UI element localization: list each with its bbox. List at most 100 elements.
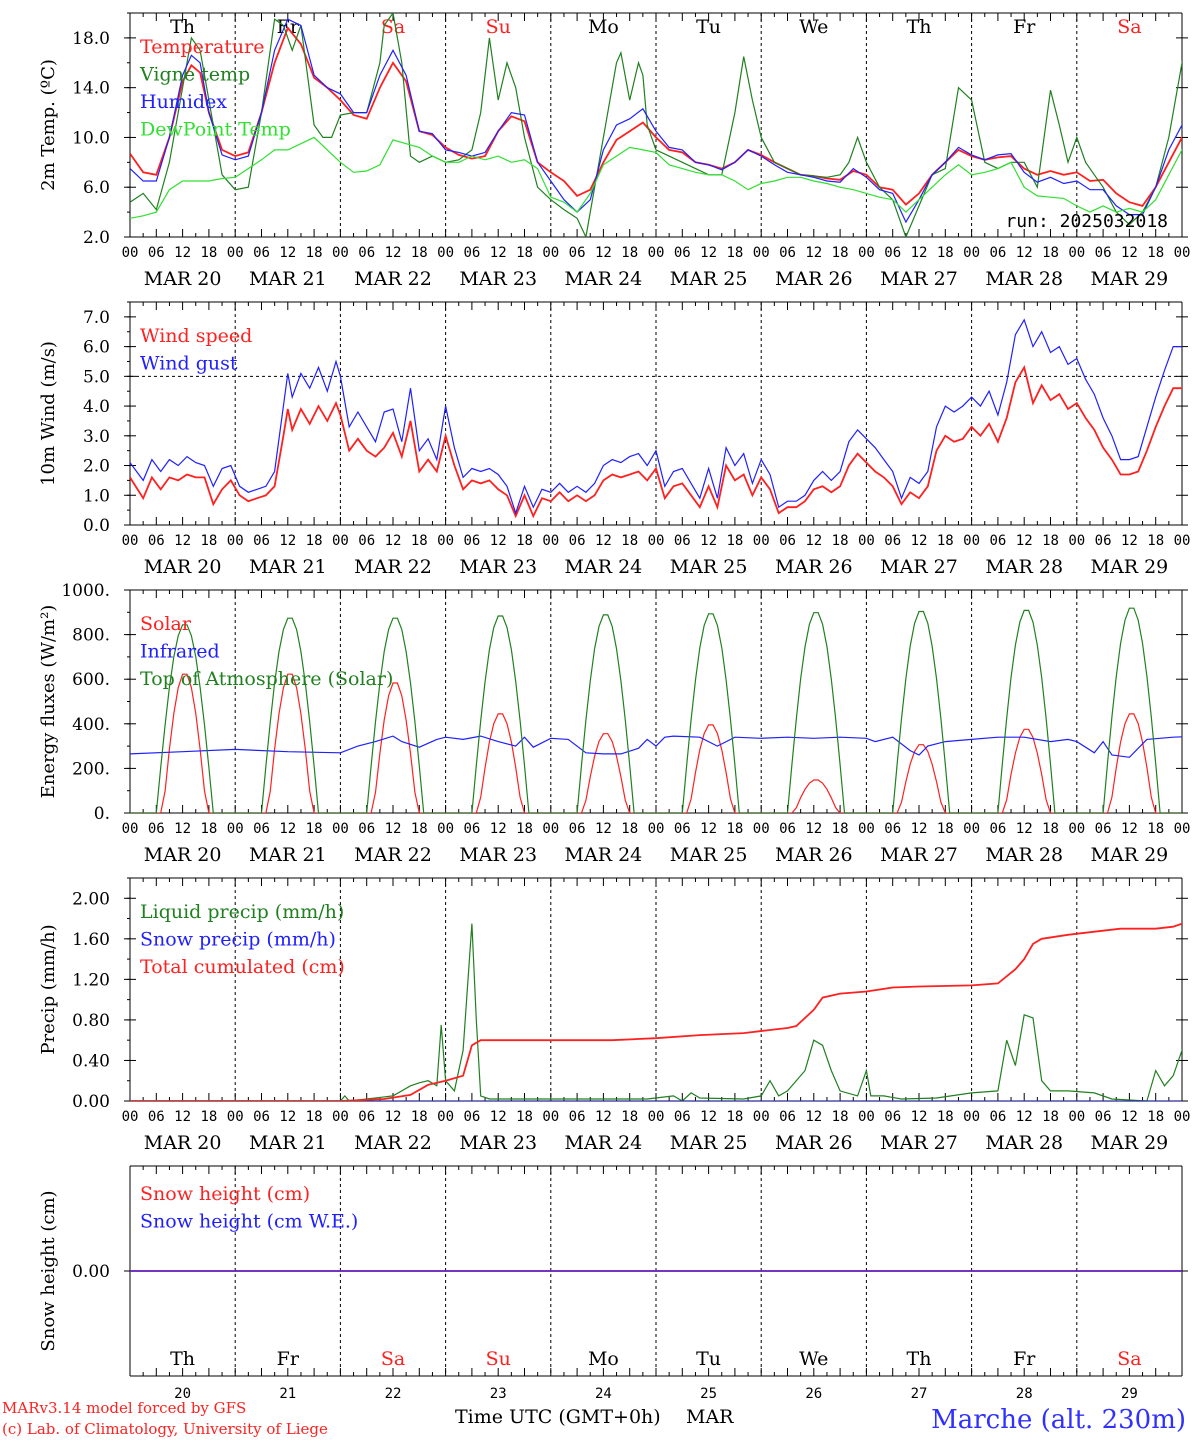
series-line-temperature bbox=[130, 26, 1182, 207]
x-date-label: MAR 29 bbox=[1091, 1132, 1169, 1154]
day-of-week-label: Fr bbox=[1013, 16, 1036, 38]
x-hour-label: 12 bbox=[595, 533, 612, 549]
x-hour-label: 18 bbox=[937, 533, 954, 549]
x-hour-label: 00 bbox=[648, 1109, 665, 1125]
x-hour-label: 18 bbox=[621, 533, 638, 549]
day-number-label: 23 bbox=[490, 1386, 507, 1402]
x-hour-label: 12 bbox=[385, 1109, 402, 1125]
x-hour-label: 12 bbox=[279, 821, 296, 837]
legend-entry: Vigne temp bbox=[139, 64, 250, 86]
day-number-label: 27 bbox=[911, 1386, 928, 1402]
x-hour-label: 18 bbox=[516, 533, 533, 549]
legend-entry: Liquid precip (mm/h) bbox=[140, 901, 344, 923]
day-of-week-label: Fr bbox=[1013, 1348, 1036, 1370]
day-of-week-label: Th bbox=[907, 16, 932, 38]
series-line-humidex bbox=[130, 18, 1182, 224]
x-hour-label: 00 bbox=[1068, 245, 1085, 261]
x-hour-label: 06 bbox=[1095, 821, 1112, 837]
time-axis-month: MAR bbox=[686, 1406, 734, 1428]
x-hour-label: 12 bbox=[174, 1109, 191, 1125]
x-hour-label: 18 bbox=[621, 1109, 638, 1125]
x-hour-label: 00 bbox=[963, 245, 980, 261]
y-tick-label: 1.60 bbox=[72, 930, 110, 950]
x-date-label: MAR 28 bbox=[985, 268, 1063, 290]
day-of-week-label: Su bbox=[486, 1348, 511, 1370]
x-date-label: MAR 28 bbox=[985, 556, 1063, 578]
x-hour-label: 18 bbox=[411, 1109, 428, 1125]
x-hour-label: 00 bbox=[332, 245, 349, 261]
x-hour-label: 12 bbox=[385, 533, 402, 549]
x-hour-label: 18 bbox=[411, 821, 428, 837]
x-hour-label: 06 bbox=[1095, 245, 1112, 261]
day-of-week-label: Sa bbox=[381, 1348, 405, 1370]
y-tick-label: 2.0 bbox=[83, 228, 110, 248]
x-hour-label: 12 bbox=[279, 245, 296, 261]
y-tick-label: 1000. bbox=[61, 581, 110, 601]
y-tick-label: 6.0 bbox=[83, 178, 110, 198]
legend-entry: Total cumulated (cm) bbox=[140, 956, 345, 978]
x-hour-label: 12 bbox=[490, 245, 507, 261]
x-hour-label: 18 bbox=[937, 821, 954, 837]
plot-area bbox=[130, 607, 1182, 813]
x-date-label: MAR 29 bbox=[1091, 844, 1169, 866]
x-hour-label: 00 bbox=[437, 1109, 454, 1125]
x-hour-label: 18 bbox=[726, 821, 743, 837]
series-line-dewpoint-temp bbox=[130, 136, 1182, 219]
x-hour-label: 06 bbox=[358, 1109, 375, 1125]
legend-entry: Top of Atmosphere (Solar) bbox=[140, 668, 393, 690]
y-tick-label: 0.00 bbox=[72, 1262, 110, 1282]
x-date-label: MAR 23 bbox=[459, 556, 537, 578]
x-hour-label: 12 bbox=[911, 1109, 928, 1125]
x-date-label: MAR 24 bbox=[565, 1132, 643, 1154]
day-of-week-label: We bbox=[799, 16, 828, 38]
x-hour-label: 00 bbox=[1174, 1109, 1191, 1125]
x-hour-label: 12 bbox=[700, 821, 717, 837]
x-hour-label: 12 bbox=[1121, 1109, 1138, 1125]
x-hour-label: 18 bbox=[726, 533, 743, 549]
panel-2: 0.0 1.0 2.0 3.0 4.0 5.0 6.0 7.0 10m Wind (m/s) 00… bbox=[38, 301, 1190, 578]
x-hour-label: 06 bbox=[989, 533, 1006, 549]
y-tick-label: 10.0 bbox=[72, 128, 110, 148]
x-date-label: MAR 29 bbox=[1091, 268, 1169, 290]
y-tick-label: 1.20 bbox=[72, 970, 110, 990]
day-number-label: 24 bbox=[595, 1386, 612, 1402]
x-date-label: MAR 20 bbox=[144, 268, 222, 290]
y-tick-label: 0.40 bbox=[72, 1051, 110, 1071]
panel-5: 0.00 Snow height (cm) Th Fr Sa Su Mo Tu We Th Fr Sa… bbox=[38, 1165, 1188, 1402]
x-hour-label: 12 bbox=[1121, 245, 1138, 261]
panel-3: 0. 200. 400. 600. 800. 1000.Energy fluxes (W/… bbox=[38, 581, 1190, 866]
x-hour-label: 00 bbox=[753, 1109, 770, 1125]
y-tick-label: 2.00 bbox=[72, 889, 110, 909]
x-hour-label: 12 bbox=[279, 533, 296, 549]
x-hour-label: 06 bbox=[569, 1109, 586, 1125]
x-hour-label: 00 bbox=[437, 245, 454, 261]
x-hour-label: 18 bbox=[516, 245, 533, 261]
x-hour-label: 06 bbox=[253, 821, 270, 837]
x-hour-label: 18 bbox=[1042, 821, 1059, 837]
x-hour-label: 12 bbox=[174, 245, 191, 261]
x-hour-label: 18 bbox=[1147, 533, 1164, 549]
x-hour-label: 18 bbox=[411, 245, 428, 261]
x-hour-label: 12 bbox=[174, 533, 191, 549]
legend-entry: Snow precip (mm/h) bbox=[140, 929, 336, 951]
x-hour-label: 00 bbox=[1068, 821, 1085, 837]
time-axis-label: Time UTC (GMT+0h) bbox=[455, 1406, 661, 1428]
x-date-label: MAR 20 bbox=[144, 1132, 222, 1154]
x-date-label: MAR 24 bbox=[565, 844, 643, 866]
x-hour-label: 18 bbox=[306, 245, 323, 261]
x-date-label: MAR 25 bbox=[670, 844, 748, 866]
x-hour-label: 00 bbox=[1174, 245, 1191, 261]
x-hour-label: 06 bbox=[884, 1109, 901, 1125]
legend-entry: Wind speed bbox=[140, 325, 252, 347]
legend-entry: Snow height (cm) bbox=[140, 1183, 310, 1205]
y-tick-label: 600. bbox=[72, 670, 110, 690]
x-hour-label: 06 bbox=[253, 245, 270, 261]
y-tick-label: 6.0 bbox=[83, 338, 110, 358]
x-date-label: MAR 22 bbox=[354, 1132, 432, 1154]
x-hour-label: 18 bbox=[621, 821, 638, 837]
x-date-label: MAR 22 bbox=[354, 268, 432, 290]
x-hour-label: 12 bbox=[911, 245, 928, 261]
x-hour-label: 00 bbox=[753, 533, 770, 549]
x-date-label: MAR 22 bbox=[354, 844, 432, 866]
